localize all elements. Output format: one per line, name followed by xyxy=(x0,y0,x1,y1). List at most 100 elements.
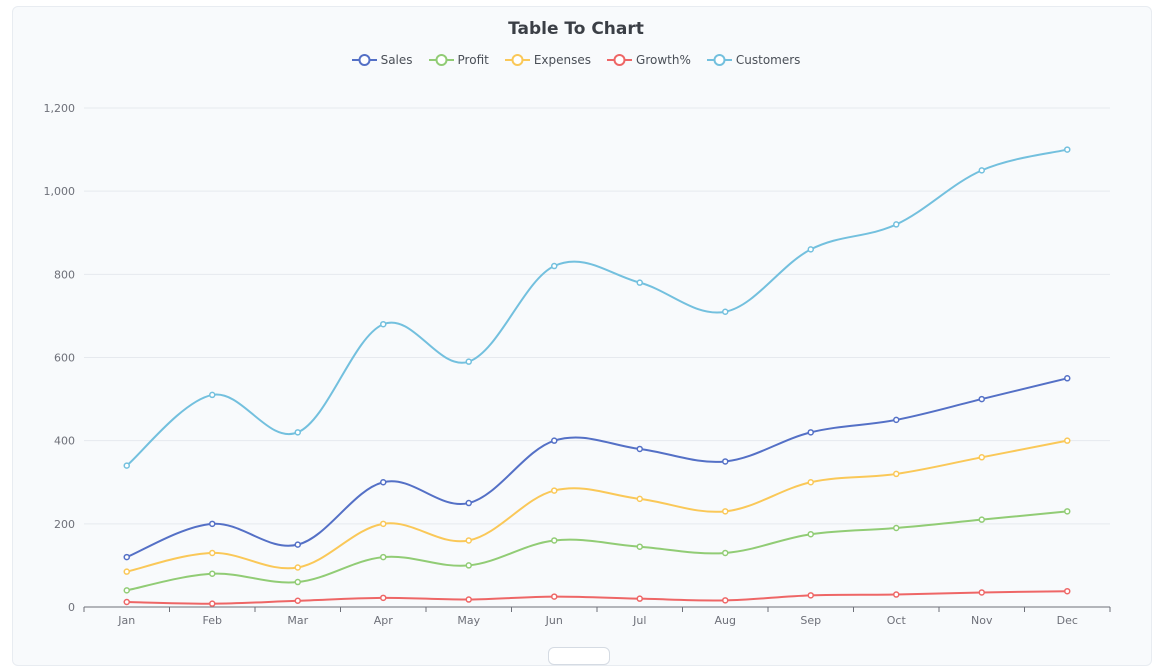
data-point[interactable] xyxy=(636,543,643,550)
data-point[interactable] xyxy=(1064,437,1071,444)
data-point[interactable] xyxy=(294,564,301,571)
data-point[interactable] xyxy=(465,537,472,544)
data-point[interactable] xyxy=(380,553,387,561)
data-point[interactable] xyxy=(209,520,216,528)
chart-card xyxy=(12,6,1152,666)
legend-item[interactable]: Customers xyxy=(706,53,801,67)
data-point[interactable] xyxy=(893,416,900,424)
data-point[interactable] xyxy=(1064,587,1071,595)
x-tick-label: Jan xyxy=(117,614,135,627)
data-point[interactable] xyxy=(551,262,558,270)
data-point[interactable] xyxy=(722,458,729,465)
data-point[interactable] xyxy=(465,562,472,569)
data-point[interactable] xyxy=(209,570,216,577)
legend-label: Customers xyxy=(735,53,801,67)
data-point[interactable] xyxy=(1064,146,1071,153)
data-point[interactable] xyxy=(636,279,643,286)
series-line xyxy=(126,148,1068,467)
x-tick-label: Dec xyxy=(1057,614,1078,627)
legend-label: Profit xyxy=(457,53,489,67)
data-point[interactable] xyxy=(636,595,643,602)
data-point[interactable] xyxy=(722,549,729,557)
data-point[interactable] xyxy=(636,445,643,453)
data-point[interactable] xyxy=(123,587,130,594)
data-point[interactable] xyxy=(978,516,985,523)
data-point[interactable] xyxy=(294,578,301,586)
legend: Sales Profit Expenses Growth% Customers xyxy=(0,53,1152,67)
x-tick-label: Aug xyxy=(715,614,736,627)
series-growth- xyxy=(123,587,1071,607)
legend-item[interactable]: Growth% xyxy=(607,53,691,67)
legend-label: Growth% xyxy=(636,53,691,67)
data-point[interactable] xyxy=(893,470,900,478)
series-line xyxy=(126,439,1068,573)
x-tick-label: Mar xyxy=(287,614,308,627)
data-point[interactable] xyxy=(636,495,643,503)
data-point[interactable] xyxy=(893,221,900,228)
y-tick-label: 600 xyxy=(54,352,75,365)
data-point[interactable] xyxy=(1064,508,1071,515)
data-point[interactable] xyxy=(722,597,729,604)
data-point[interactable] xyxy=(807,592,814,599)
data-point[interactable] xyxy=(722,308,729,316)
data-point[interactable] xyxy=(123,568,130,575)
data-point[interactable] xyxy=(294,429,301,436)
legend-label: Expenses xyxy=(533,53,592,67)
data-point[interactable] xyxy=(807,479,814,486)
data-point[interactable] xyxy=(551,593,558,600)
x-tick-label: Sep xyxy=(800,614,821,627)
x-tick-label: May xyxy=(457,614,480,627)
data-point[interactable] xyxy=(551,487,558,494)
data-point[interactable] xyxy=(978,167,985,174)
data-point[interactable] xyxy=(978,454,985,461)
y-tick-label: 200 xyxy=(54,518,75,531)
data-point[interactable] xyxy=(209,600,216,607)
legend-label: Sales xyxy=(380,53,413,67)
data-point[interactable] xyxy=(123,553,130,561)
series-profit xyxy=(123,508,1071,594)
y-tick-label: 0 xyxy=(68,601,75,614)
data-point[interactable] xyxy=(380,520,387,528)
data-point[interactable] xyxy=(380,320,387,328)
data-point[interactable] xyxy=(465,499,472,507)
series-lines xyxy=(123,146,1071,607)
data-point[interactable] xyxy=(978,589,985,596)
data-point[interactable] xyxy=(893,524,900,532)
data-point[interactable] xyxy=(294,541,301,548)
series-expenses xyxy=(123,437,1071,575)
legend-marker-icon xyxy=(351,54,377,66)
data-point[interactable] xyxy=(209,549,216,557)
legend-item[interactable]: Profit xyxy=(428,53,489,67)
data-point[interactable] xyxy=(123,462,130,469)
data-point[interactable] xyxy=(123,598,130,606)
x-tick-label: Jul xyxy=(632,614,646,627)
legend-marker-icon xyxy=(428,54,454,66)
data-point[interactable] xyxy=(551,437,558,444)
legend-item[interactable]: Expenses xyxy=(504,53,592,67)
scroll-handle[interactable] xyxy=(548,647,610,665)
y-tick-label: 1,000 xyxy=(44,185,76,198)
data-point[interactable] xyxy=(380,594,387,602)
grid-lines xyxy=(84,107,1110,525)
data-point[interactable] xyxy=(465,596,472,603)
data-point[interactable] xyxy=(465,358,472,365)
legend-item[interactable]: Sales xyxy=(351,53,413,67)
x-tick-label: Feb xyxy=(203,614,222,627)
data-point[interactable] xyxy=(722,508,729,515)
y-tick-label: 400 xyxy=(54,435,75,448)
data-point[interactable] xyxy=(209,391,216,399)
data-point[interactable] xyxy=(807,246,814,253)
legend-marker-icon xyxy=(706,54,732,66)
legend-marker-icon xyxy=(607,54,633,66)
data-point[interactable] xyxy=(294,597,301,605)
data-point[interactable] xyxy=(551,537,558,544)
y-tick-label: 1,200 xyxy=(44,102,76,115)
data-point[interactable] xyxy=(380,479,387,486)
data-point[interactable] xyxy=(807,530,814,538)
series-customers xyxy=(123,146,1071,469)
data-point[interactable] xyxy=(1064,375,1071,382)
data-point[interactable] xyxy=(893,591,900,598)
data-point[interactable] xyxy=(807,429,814,436)
data-point[interactable] xyxy=(978,395,985,403)
